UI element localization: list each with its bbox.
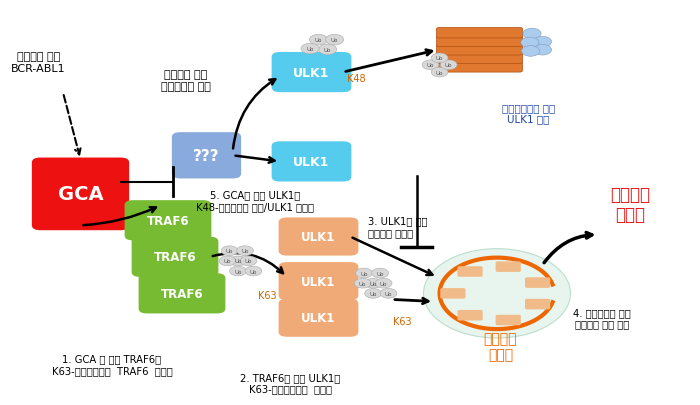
Circle shape [221, 246, 238, 256]
FancyBboxPatch shape [139, 274, 225, 313]
FancyBboxPatch shape [437, 62, 522, 73]
Text: Ub: Ub [226, 249, 233, 254]
Circle shape [309, 35, 328, 46]
Text: Ub: Ub [427, 63, 434, 68]
FancyBboxPatch shape [279, 299, 358, 337]
FancyBboxPatch shape [437, 54, 522, 64]
FancyBboxPatch shape [279, 218, 358, 256]
Text: 2. TRAF6에 의한 ULK1의
K63-유비퀴틴화와  활성화: 2. TRAF6에 의한 ULK1의 K63-유비퀴틴화와 활성화 [240, 372, 341, 394]
Circle shape [372, 269, 389, 278]
Text: TRAF6: TRAF6 [154, 251, 196, 264]
Text: TRAF6: TRAF6 [147, 214, 189, 227]
Circle shape [245, 266, 262, 276]
Circle shape [523, 29, 541, 40]
Circle shape [301, 44, 319, 55]
Text: Ub: Ub [234, 269, 241, 274]
Text: Ub: Ub [250, 269, 257, 274]
Text: 4. 자가포식에 의한
이매티닙 내성 유도: 4. 자가포식에 의한 이매티닙 내성 유도 [573, 307, 631, 329]
Text: Ub: Ub [331, 38, 338, 43]
Text: Ub: Ub [307, 47, 314, 52]
Text: ULK1: ULK1 [301, 311, 336, 324]
Text: 3. ULK1에 의한
자가포식 활성화: 3. ULK1에 의한 자가포식 활성화 [368, 216, 427, 238]
FancyBboxPatch shape [279, 262, 358, 301]
Circle shape [237, 246, 253, 256]
Text: Ub: Ub [245, 259, 252, 264]
FancyBboxPatch shape [437, 45, 522, 56]
Circle shape [533, 37, 552, 48]
Text: 1. GCA 에 의한 TRAF6의
K63-유비퀴틴화와  TRAF6  활성화: 1. GCA 에 의한 TRAF6의 K63-유비퀴틴화와 TRAF6 활성화 [52, 354, 172, 375]
Text: ULK1: ULK1 [293, 66, 330, 79]
Circle shape [230, 266, 246, 276]
FancyBboxPatch shape [496, 262, 521, 272]
Text: K63: K63 [393, 316, 412, 326]
Circle shape [431, 54, 448, 64]
FancyBboxPatch shape [32, 158, 129, 230]
FancyBboxPatch shape [458, 266, 483, 277]
FancyBboxPatch shape [496, 315, 521, 326]
Circle shape [365, 279, 382, 288]
FancyBboxPatch shape [440, 288, 466, 299]
FancyBboxPatch shape [437, 28, 522, 39]
Text: Ub: Ub [385, 291, 392, 296]
FancyBboxPatch shape [525, 278, 550, 288]
Text: Ub: Ub [370, 281, 377, 286]
Text: Ub: Ub [436, 70, 443, 75]
Text: K48: K48 [347, 74, 366, 84]
Text: Ub: Ub [436, 56, 443, 61]
FancyBboxPatch shape [272, 53, 351, 93]
FancyBboxPatch shape [437, 37, 522, 47]
Text: Ub: Ub [324, 48, 331, 53]
Text: GCA: GCA [57, 185, 104, 204]
Circle shape [365, 289, 382, 298]
Text: 이매티닙 또는
BCR-ABL1: 이매티닙 또는 BCR-ABL1 [11, 52, 66, 74]
Text: Ub: Ub [377, 271, 384, 276]
Circle shape [356, 269, 372, 278]
FancyBboxPatch shape [272, 142, 351, 182]
Text: ???: ??? [193, 149, 220, 163]
Text: Ub: Ub [241, 249, 248, 254]
Text: 5. GCA에 의한 ULK1의
K48-유비퀴틴화 억제/ULK1 안정화: 5. GCA에 의한 ULK1의 K48-유비퀴틴화 억제/ULK1 안정화 [197, 190, 314, 211]
Text: 자가포식
활성화: 자가포식 활성화 [484, 331, 517, 361]
Circle shape [240, 256, 257, 266]
Circle shape [521, 38, 539, 49]
Text: Ub: Ub [380, 281, 387, 286]
Circle shape [326, 35, 344, 46]
Text: 프로테아좀에 의한
ULK1 분해: 프로테아좀에 의한 ULK1 분해 [502, 102, 555, 124]
FancyBboxPatch shape [132, 237, 218, 277]
Text: Ub: Ub [234, 259, 241, 264]
Text: Ub: Ub [360, 271, 368, 276]
Text: Ub: Ub [370, 291, 377, 296]
Text: Ub: Ub [315, 38, 322, 43]
Circle shape [230, 256, 246, 266]
Text: ULK1: ULK1 [293, 156, 330, 168]
Circle shape [375, 279, 392, 288]
Circle shape [431, 68, 448, 78]
Circle shape [380, 289, 397, 298]
FancyBboxPatch shape [172, 133, 241, 179]
Text: K63: K63 [258, 291, 277, 301]
Text: TRAF6: TRAF6 [161, 287, 203, 300]
Text: Ub: Ub [445, 63, 452, 68]
Text: ULK1: ULK1 [301, 275, 336, 288]
Circle shape [533, 45, 552, 56]
Text: ULK1: ULK1 [301, 230, 336, 243]
Circle shape [318, 45, 337, 55]
FancyBboxPatch shape [458, 310, 483, 321]
Circle shape [219, 256, 236, 266]
Text: Ub: Ub [224, 259, 231, 264]
Circle shape [440, 61, 457, 70]
Text: 이매티닙
저항성: 이매티닙 저항성 [610, 185, 650, 224]
Circle shape [354, 279, 371, 288]
Text: 알려지지 않은
유비퀴틴화 효소: 알려지지 않은 유비퀴틴화 효소 [160, 70, 211, 92]
Circle shape [422, 61, 439, 70]
Ellipse shape [424, 249, 570, 338]
FancyBboxPatch shape [525, 299, 550, 309]
Circle shape [522, 47, 540, 57]
Text: Ub: Ub [359, 281, 366, 286]
FancyBboxPatch shape [125, 200, 211, 241]
